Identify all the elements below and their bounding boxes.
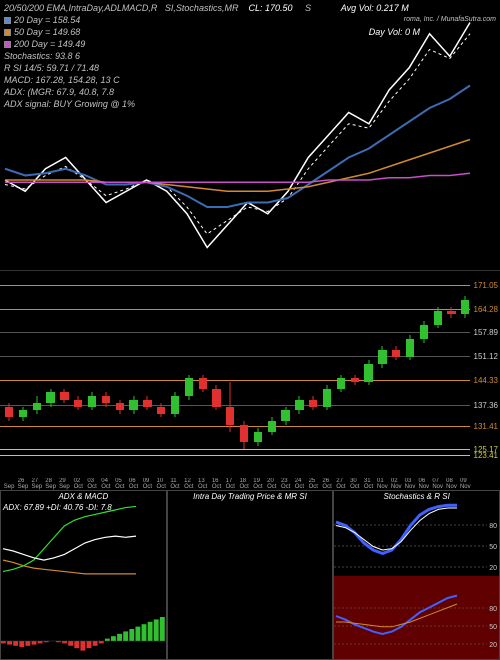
svg-text:80: 80 bbox=[490, 523, 498, 530]
ema200: 200 Day = 149.49 bbox=[14, 39, 85, 49]
svg-text:50: 50 bbox=[490, 544, 498, 551]
ema20: 20 Day = 158.54 bbox=[14, 15, 80, 25]
svg-text:80: 80 bbox=[490, 606, 498, 613]
svg-text:20: 20 bbox=[490, 565, 498, 572]
ema50: 50 Day = 149.68 bbox=[14, 27, 80, 37]
stoch-line: Stochastics: 93.8 6 bbox=[4, 50, 496, 62]
avg-vol-value: 0.217 M bbox=[376, 3, 409, 13]
panel-adx: ADX & MACD ADX: 67.89 +DI: 40.76 -DI: 7.… bbox=[0, 490, 167, 660]
svg-text:50: 50 bbox=[490, 624, 498, 631]
mid-chart: 171.05164.28157.89151.12144.33137.36131.… bbox=[0, 270, 500, 490]
cl-label: CL: bbox=[248, 3, 262, 13]
avg-vol-label: Avg Vol: bbox=[341, 3, 374, 13]
title-left: 20/50/200 EMA,IntraDay,ADLMACD,R bbox=[4, 3, 157, 13]
panel-stoch: Stochastics & R SI 202050508080 bbox=[333, 490, 500, 660]
rsi-line: R SI 14/5: 59.71 / 71.48 bbox=[4, 62, 496, 74]
source: roma, Inc. / MunafaSutra.com bbox=[404, 14, 496, 26]
adx-sig-line: ADX signal: BUY Growing @ 1% bbox=[4, 98, 496, 110]
header-info: 20/50/200 EMA,IntraDay,ADLMACD,R SI,Stoc… bbox=[0, 0, 500, 112]
svg-text:20: 20 bbox=[490, 642, 498, 649]
macd-line: MACD: 167.28, 154.28, 13 C bbox=[4, 74, 496, 86]
panel-intraday: Intra Day Trading Price & MR SI bbox=[167, 490, 334, 660]
lower-panels: ADX & MACD ADX: 67.89 +DI: 40.76 -DI: 7.… bbox=[0, 490, 500, 660]
cl-value: 170.50 bbox=[265, 3, 293, 13]
adx-line: ADX: (MGR: 67.9, 40.8, 7.8 bbox=[4, 86, 496, 98]
